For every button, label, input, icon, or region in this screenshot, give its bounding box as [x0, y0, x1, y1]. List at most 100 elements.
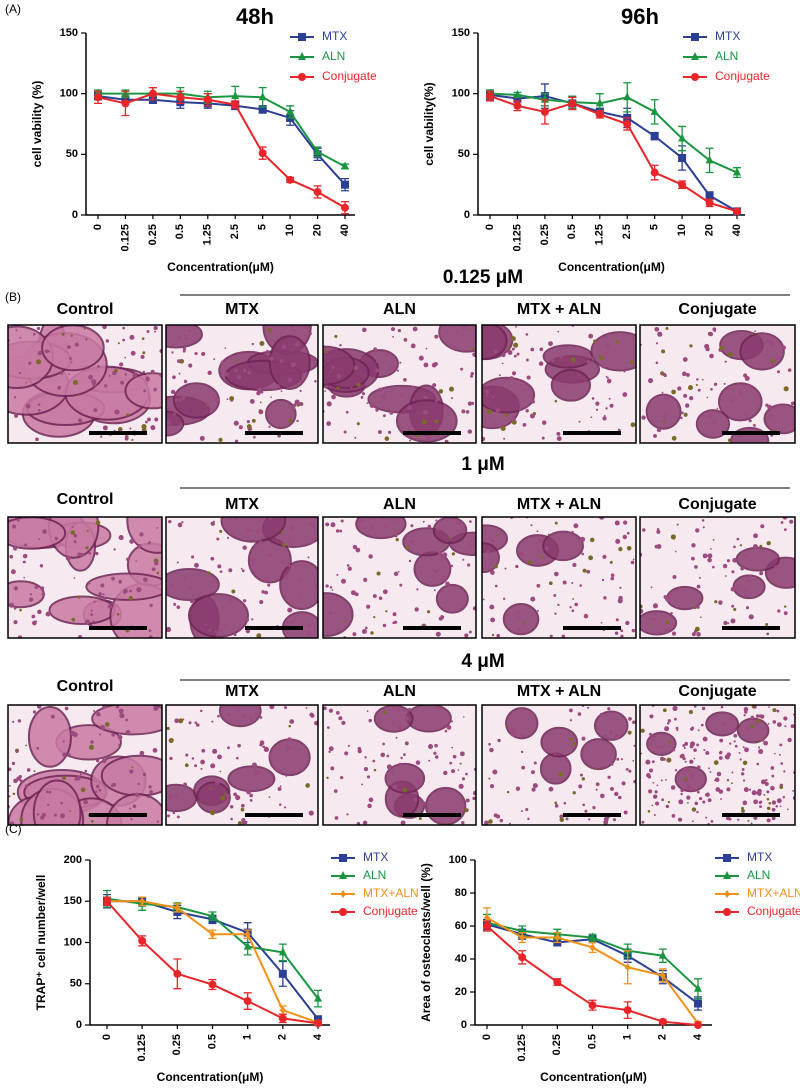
- dot: [496, 814, 501, 819]
- x-tick-label: 0: [101, 1034, 113, 1040]
- dot: [279, 803, 282, 806]
- marker: [148, 89, 157, 98]
- dot: [578, 395, 581, 398]
- dot: [178, 398, 182, 402]
- dot: [194, 721, 198, 724]
- dot: [194, 351, 198, 356]
- dot: [742, 779, 746, 782]
- marker: [595, 110, 604, 119]
- dot: [274, 767, 278, 771]
- legend-label: MTX+ALN: [363, 886, 419, 900]
- dot: [251, 762, 257, 768]
- dot: [111, 732, 116, 737]
- dot: [584, 809, 588, 813]
- dot: [608, 397, 611, 400]
- dot: [761, 739, 765, 742]
- dot: [733, 560, 736, 562]
- dot: [217, 714, 220, 718]
- dot: [779, 743, 783, 747]
- dot: [571, 357, 576, 363]
- dot: [146, 330, 150, 333]
- dot: [463, 716, 465, 718]
- dot: [756, 762, 760, 766]
- dot: [244, 617, 250, 622]
- dot: [251, 618, 254, 621]
- dot: [777, 370, 780, 374]
- dot: [649, 623, 652, 626]
- dot: [336, 386, 340, 390]
- dot: [482, 436, 486, 442]
- dot: [626, 545, 632, 551]
- dot: [691, 632, 696, 637]
- micrograph: [7, 704, 163, 826]
- dot: [559, 733, 563, 736]
- dot: [423, 410, 428, 415]
- dot: [727, 438, 732, 442]
- dot: [726, 816, 730, 821]
- dot: [730, 618, 736, 624]
- dot: [410, 524, 414, 528]
- dot: [13, 586, 19, 591]
- cell: [482, 325, 508, 361]
- marker: [209, 930, 216, 939]
- dot: [290, 406, 296, 411]
- dot: [234, 439, 239, 443]
- dot: [731, 604, 735, 608]
- x-tick-label: 0.125: [511, 224, 523, 252]
- dot: [671, 389, 676, 395]
- dot: [769, 340, 775, 346]
- dot: [411, 386, 416, 391]
- marker: [138, 936, 147, 945]
- dot: [470, 374, 474, 378]
- dot: [571, 530, 574, 534]
- dot: [218, 437, 223, 442]
- dot: [690, 727, 694, 731]
- dot: [782, 795, 786, 799]
- marker: [298, 73, 306, 81]
- dot: [680, 411, 684, 415]
- dot: [403, 377, 407, 382]
- dot: [775, 805, 779, 808]
- dot: [395, 538, 399, 542]
- dot: [538, 361, 544, 366]
- dot: [661, 391, 664, 394]
- legend-label: MTX: [747, 850, 772, 864]
- dot: [174, 398, 178, 402]
- dot: [156, 820, 160, 823]
- marker: [286, 175, 295, 184]
- dot: [676, 729, 679, 732]
- dot: [201, 748, 206, 753]
- micrograph: [165, 516, 319, 639]
- dot: [705, 346, 710, 352]
- x-tick-label: 1: [622, 1034, 634, 1040]
- dot: [527, 560, 533, 565]
- y-tick-label: 50: [66, 148, 78, 160]
- dot: [787, 368, 792, 372]
- dot: [125, 729, 131, 735]
- dot: [142, 772, 147, 777]
- dot: [693, 606, 697, 610]
- image-border: [481, 704, 637, 826]
- dot: [724, 575, 727, 577]
- dot: [124, 356, 127, 359]
- dot: [510, 336, 516, 342]
- dot: [743, 714, 746, 717]
- dot: [36, 813, 40, 816]
- dot: [367, 803, 372, 809]
- dot: [385, 772, 390, 776]
- dot: [211, 720, 214, 723]
- dot: [19, 336, 22, 339]
- dot: [83, 327, 86, 330]
- dot: [456, 520, 461, 525]
- image-content: [640, 326, 795, 443]
- dot: [344, 751, 349, 756]
- dot: [92, 620, 95, 623]
- dot: [183, 334, 186, 337]
- dot: [219, 529, 223, 533]
- dot: [101, 758, 107, 764]
- dot: [249, 716, 253, 720]
- micrograph: [7, 324, 163, 444]
- dot: [375, 368, 380, 373]
- dot: [425, 347, 428, 350]
- dot: [274, 388, 278, 391]
